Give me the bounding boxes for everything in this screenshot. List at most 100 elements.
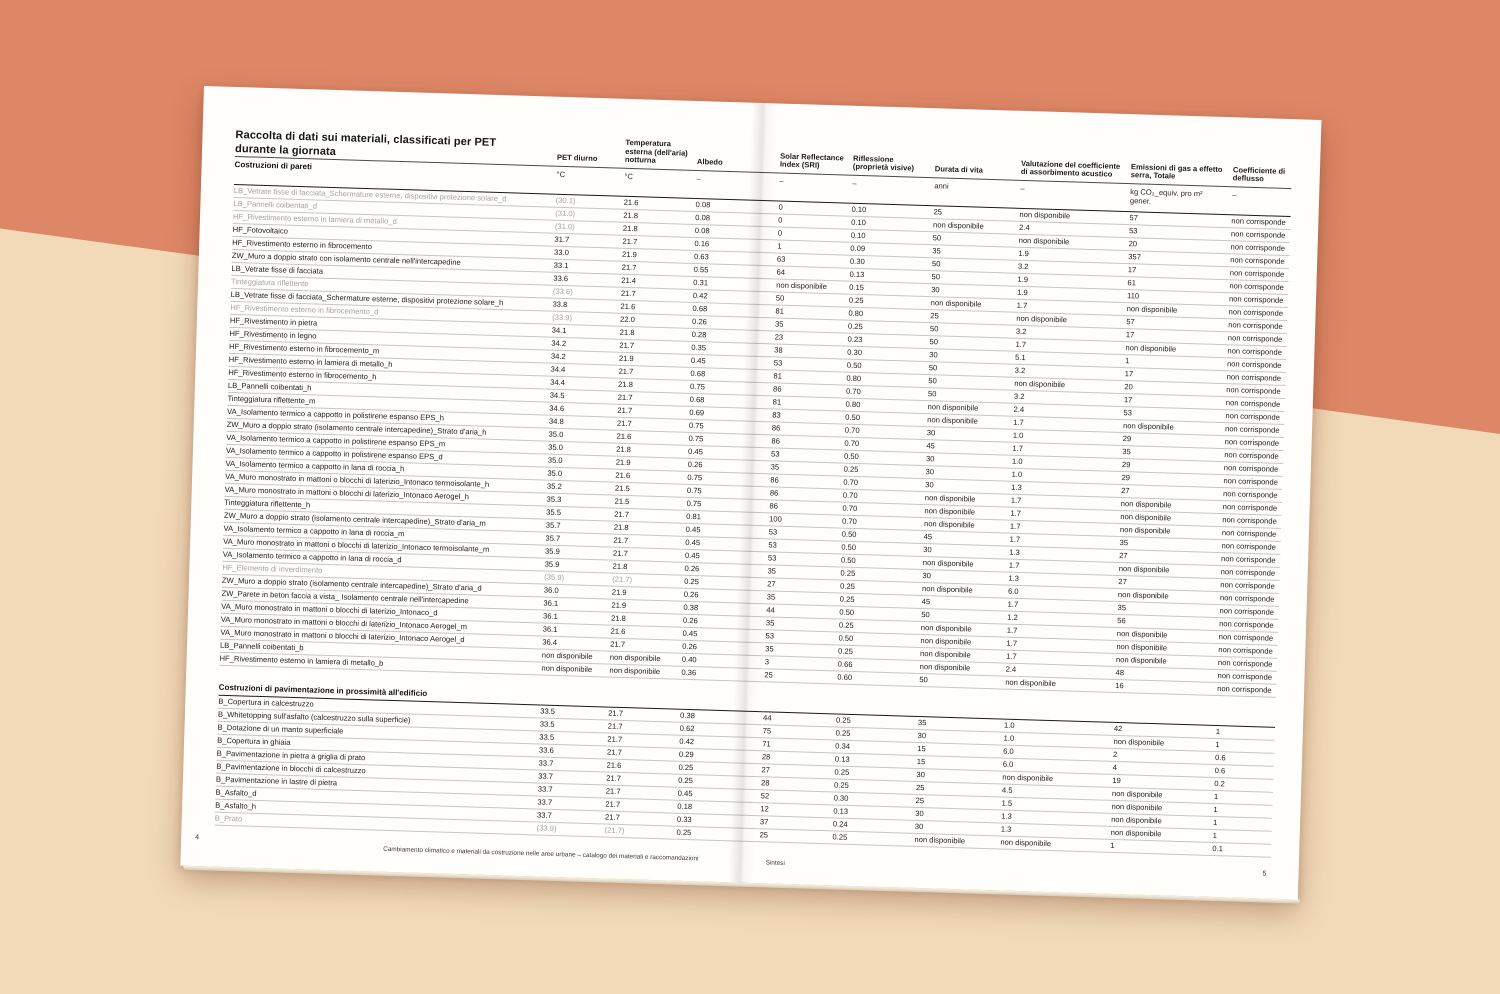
value-cell: non corrisponde xyxy=(1224,435,1284,451)
value-cell: 34.4 xyxy=(550,362,619,378)
value-cell: non corrisponde xyxy=(1226,370,1286,386)
value-cell: 34.2 xyxy=(551,336,620,353)
unit-cell: – xyxy=(778,172,853,204)
value-cell: 35.0 xyxy=(547,466,616,482)
unit-cell: – xyxy=(1231,186,1292,217)
value-cell: (33.6) xyxy=(552,284,622,301)
value-cell: 34.8 xyxy=(548,414,618,430)
value-cell: non corrisponde xyxy=(1219,604,1279,620)
value-cell: 0.1 xyxy=(1212,842,1272,858)
page-number-left: 4 xyxy=(195,834,200,842)
value-cell: 33.7 xyxy=(536,808,606,824)
value-cell: non corrisponde xyxy=(1220,578,1280,594)
value-cell: (21.7) xyxy=(604,823,677,839)
value-cell: non corrisponde xyxy=(1224,422,1285,438)
value-cell: 33.0 xyxy=(553,245,623,262)
footer-text: Cambiamento climatico e materiali da cos… xyxy=(383,845,699,863)
value-cell: non corrisponde xyxy=(1226,383,1286,399)
value-cell: non corrisponde xyxy=(1223,474,1283,490)
value-cell: 35.0 xyxy=(547,453,616,469)
value-cell: non disponibile xyxy=(541,648,611,664)
value-cell: (33.9) xyxy=(551,310,621,327)
value-cell: non corrisponde xyxy=(1220,565,1280,581)
value-cell: non corrisponde xyxy=(1226,357,1287,373)
value-cell: non corrisponde xyxy=(1229,279,1289,295)
value-cell: (33.9) xyxy=(536,821,605,837)
footer-section-label: Sintesi xyxy=(765,859,785,867)
column-header: Solar Reflectance Index (SRI) xyxy=(779,143,854,176)
value-cell: 33.6 xyxy=(553,271,622,288)
value-cell: 35.7 xyxy=(545,531,614,547)
value-cell: non corrisponde xyxy=(1230,227,1291,243)
value-cell: non corrisponde xyxy=(1218,630,1278,646)
value-cell: 0.6 xyxy=(1214,764,1274,780)
value-cell: non corrisponde xyxy=(1222,500,1282,516)
value-cell: 36.1 xyxy=(543,596,612,612)
column-header: Temperatura esterna (dell'aria) notturna xyxy=(624,138,698,171)
value-cell: non corrisponde xyxy=(1216,682,1277,698)
value-cell: 34.1 xyxy=(551,323,620,340)
value-cell: 35.0 xyxy=(548,427,617,443)
value-cell: non corrisponde xyxy=(1218,643,1278,659)
value-cell: 0.6 xyxy=(1214,751,1275,767)
value-cell: non corrisponde xyxy=(1229,266,1289,282)
value-cell: 1 xyxy=(1110,839,1213,856)
value-cell: non corrisponde xyxy=(1218,617,1279,633)
column-header: PET diurno xyxy=(556,136,626,169)
value-cell: 0.25 xyxy=(832,830,915,847)
value-cell: non corrisponde xyxy=(1228,292,1289,308)
value-cell: 0.2 xyxy=(1214,777,1274,793)
value-cell: 36.1 xyxy=(542,622,611,638)
column-header: Coefficiente di deflusso xyxy=(1232,157,1293,189)
value-cell: 36.4 xyxy=(542,635,611,651)
value-cell: (31.0) xyxy=(555,207,624,223)
value-cell: non corrisponde xyxy=(1220,552,1281,568)
value-cell: non corrisponde xyxy=(1224,448,1284,464)
unit-cell: anni xyxy=(933,177,1021,209)
column-header: Emissioni di gas a effetto serra, Totale xyxy=(1130,154,1234,187)
value-cell: non corrisponde xyxy=(1228,318,1288,334)
value-cell: non corrisponde xyxy=(1225,396,1286,412)
value-cell: 35.5 xyxy=(546,505,615,521)
value-cell: 34.6 xyxy=(549,401,618,417)
value-cell: (30.1) xyxy=(555,194,624,210)
value-cell: non corrisponde xyxy=(1219,591,1280,607)
value-cell: 36.1 xyxy=(542,609,612,625)
value-cell: non corrisponde xyxy=(1217,656,1278,672)
value-cell: non disponibile xyxy=(541,661,610,677)
value-cell: 25 xyxy=(759,828,833,844)
value-cell: 31.7 xyxy=(554,232,623,249)
value-cell: non corrisponde xyxy=(1217,669,1277,685)
value-cell: non corrisponde xyxy=(1228,305,1288,321)
value-cell: non corrisponde xyxy=(1225,409,1285,425)
value-cell: 35.3 xyxy=(546,492,615,508)
value-cell: 33.1 xyxy=(553,258,622,275)
value-cell: non disponibile xyxy=(1000,835,1111,853)
value-cell: 33.7 xyxy=(538,756,607,772)
value-cell: non corrisponde xyxy=(1223,461,1284,477)
value-cell: 33.7 xyxy=(537,782,606,798)
value-cell: non corrisponde xyxy=(1221,526,1282,542)
document-spread: PET diurno Temperatura esterna (dell'aria… xyxy=(180,86,1322,900)
value-cell: non corrisponde xyxy=(1222,513,1282,529)
value-cell: 36.0 xyxy=(543,583,613,599)
unit-cell: kg CO₂_equiv. pro m² gener. xyxy=(1129,183,1233,215)
value-cell: non corrisponde xyxy=(1227,331,1287,347)
unit-cell: °C xyxy=(555,166,625,197)
value-cell: 33.7 xyxy=(537,795,606,811)
value-cell: 33.5 xyxy=(539,730,608,746)
value-cell: non corrisponde xyxy=(1231,214,1291,230)
value-cell: 34.5 xyxy=(549,388,618,404)
value-cell: 35.9 xyxy=(544,544,614,560)
value-cell: 35.7 xyxy=(545,518,614,534)
value-cell: non corrisponde xyxy=(1229,253,1290,269)
value-cell: non corrisponde xyxy=(1230,240,1290,256)
unit-cell: – xyxy=(1019,180,1131,212)
column-header: Valutazione del coefficiente di assorbim… xyxy=(1020,150,1132,184)
value-cell: non disponibile xyxy=(914,833,1001,849)
value-cell: 34.2 xyxy=(550,349,620,366)
unit-cell: – xyxy=(851,175,935,206)
value-cell: 35.0 xyxy=(547,440,617,456)
value-cell: (31.0) xyxy=(554,220,624,236)
column-header: Riflessione (proprietà visive) xyxy=(852,145,936,178)
